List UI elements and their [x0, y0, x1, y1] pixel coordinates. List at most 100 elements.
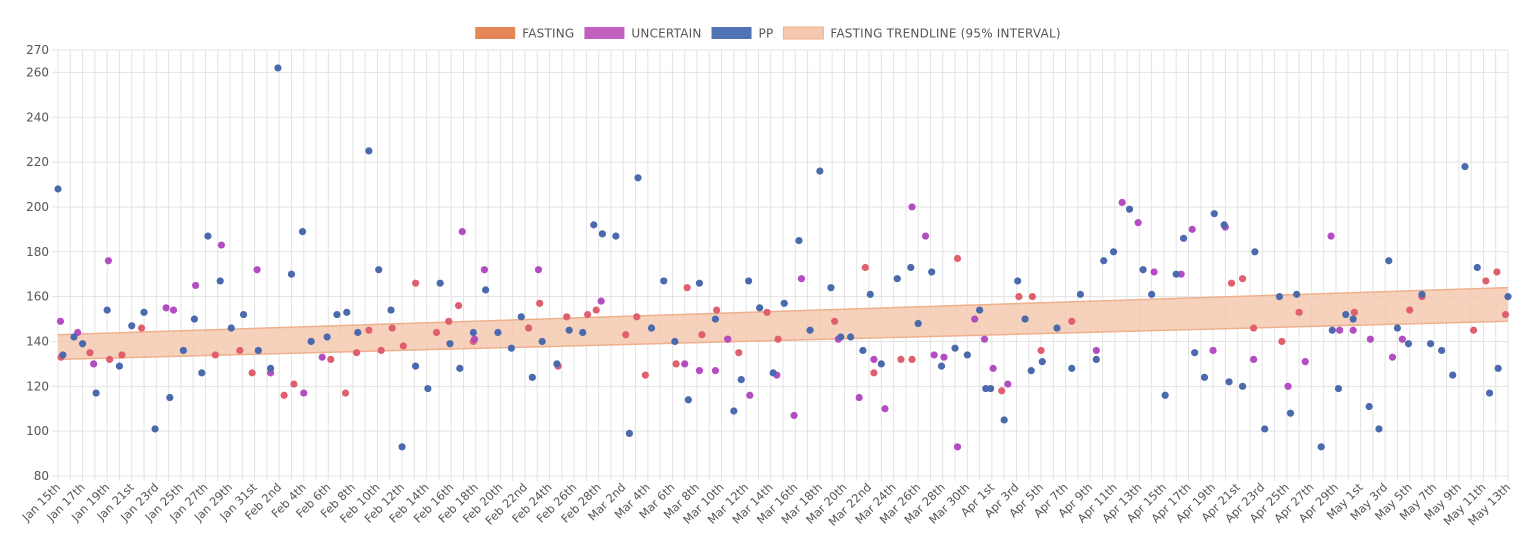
fasting-point	[377, 346, 385, 355]
pp-point	[744, 277, 753, 285]
fasting-point	[897, 355, 905, 364]
fasting-point	[592, 306, 600, 314]
pp-point	[1172, 270, 1180, 278]
uncertain-point	[1134, 219, 1142, 227]
pp-point	[1375, 425, 1383, 433]
uncertain-point	[90, 360, 98, 368]
pp-point	[365, 147, 373, 155]
pp-point	[1286, 409, 1295, 417]
pp-point	[1148, 290, 1156, 298]
pp-point	[827, 284, 835, 292]
pp-point	[1179, 234, 1188, 242]
pp-point	[951, 344, 959, 352]
pp-point	[737, 375, 745, 384]
fasting-point	[432, 328, 441, 337]
pp-point	[816, 167, 824, 175]
fasting-point	[1406, 306, 1414, 314]
pp-point	[1461, 162, 1469, 171]
pp-point	[482, 286, 490, 294]
y-tick-label: 270	[26, 43, 49, 57]
fasting-point	[698, 331, 706, 339]
fasting-point	[1037, 346, 1045, 355]
pp-point	[1014, 277, 1022, 285]
pp-point	[1449, 371, 1457, 379]
fasting-point	[1278, 337, 1286, 346]
uncertain-point	[881, 405, 889, 413]
pp-point	[914, 319, 922, 328]
pp-point	[456, 364, 464, 372]
legend-label-pp: PP	[759, 27, 774, 41]
uncertain-point	[790, 411, 798, 420]
fasting-point	[774, 335, 782, 343]
pp-point	[538, 337, 546, 346]
pp-point	[937, 362, 946, 370]
pp-point	[565, 326, 573, 334]
uncertain-point	[1301, 358, 1309, 366]
pp-point	[711, 315, 720, 323]
pp-point	[859, 346, 867, 355]
pp-point	[1293, 290, 1301, 298]
y-tick-label: 260	[26, 65, 49, 79]
fasting-point	[248, 369, 256, 377]
fasting-point	[525, 324, 533, 332]
fasting-point	[236, 346, 244, 355]
pp-point	[323, 333, 331, 341]
fasting-point	[118, 351, 126, 359]
uncertain-point	[1349, 326, 1357, 334]
pp-point	[1438, 346, 1446, 355]
fasting-point	[353, 349, 361, 357]
trendline-upper-edge	[57, 286, 1509, 336]
pp-point	[140, 308, 148, 316]
pp-point	[307, 337, 315, 346]
fasting-point	[1028, 293, 1037, 301]
pp-point	[166, 393, 174, 402]
pp-point	[70, 333, 78, 341]
fasting-point	[563, 313, 571, 321]
uncertain-point	[989, 364, 997, 372]
fasting-point	[953, 254, 962, 263]
fasting-point	[908, 355, 916, 364]
pp-point	[528, 373, 536, 381]
fasting-point	[1238, 275, 1247, 283]
uncertain-point	[1327, 232, 1335, 240]
pp-point	[1317, 443, 1325, 451]
pp-point	[333, 310, 341, 319]
fasting-point	[1501, 310, 1510, 319]
pp-point	[1191, 349, 1199, 357]
pp-point	[494, 328, 502, 337]
pp-point	[1068, 364, 1076, 372]
fasting-point	[622, 331, 630, 339]
fasting-point	[1227, 279, 1236, 287]
pp-point	[877, 360, 885, 368]
uncertain-point	[1388, 353, 1397, 361]
pp-point	[1473, 263, 1481, 272]
uncertain-point	[458, 228, 466, 236]
fasting-point	[445, 317, 453, 325]
pp-point	[756, 304, 764, 312]
legend-swatch-pp	[711, 27, 752, 39]
fasting-point	[1250, 324, 1258, 332]
pp-point	[671, 337, 679, 346]
pp-point	[1092, 355, 1100, 364]
pp-point	[598, 230, 606, 238]
pp-point	[590, 221, 598, 229]
pp-point	[1494, 364, 1502, 372]
uncertain-point	[1284, 382, 1292, 390]
pp-point	[1076, 290, 1084, 298]
trendline-band	[58, 287, 1508, 360]
fasting-point	[1068, 317, 1076, 325]
uncertain-point	[1250, 355, 1258, 364]
uncertain-point	[192, 281, 200, 290]
uncertain-point	[971, 315, 979, 323]
pp-point	[1000, 416, 1008, 424]
uncertain-point	[908, 203, 916, 211]
pp-point	[103, 306, 111, 314]
uncertain-point	[940, 353, 948, 361]
fasting-point	[672, 360, 680, 368]
pp-point	[1027, 367, 1035, 375]
fasting-point	[870, 369, 878, 377]
uncertain-point	[597, 297, 605, 305]
pp-point	[1334, 384, 1343, 393]
pp-point	[469, 328, 477, 337]
